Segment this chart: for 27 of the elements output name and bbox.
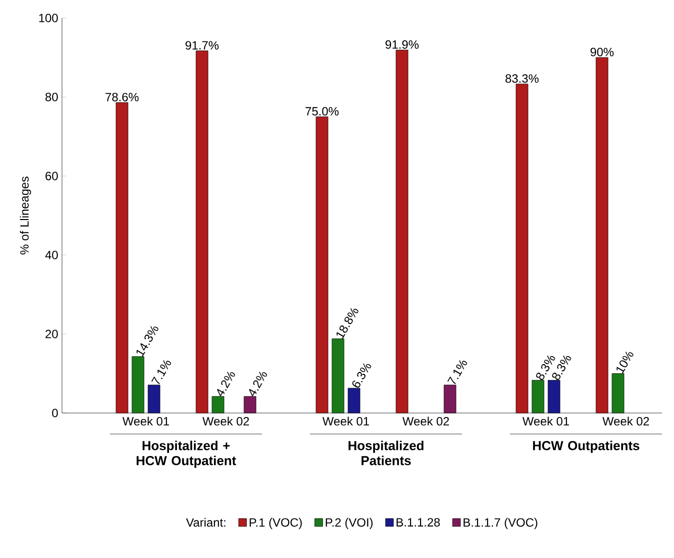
y-tick-label: 40 [45, 250, 58, 260]
data-label: 90% [590, 48, 614, 56]
data-label: 91.7% [186, 41, 219, 50]
x-tick-label: Week 02 [402, 416, 449, 426]
x-tick-label: Week 01 [522, 416, 569, 426]
x-tick-label: Week 02 [202, 416, 249, 426]
legend-label: B.1.1.28 [396, 518, 440, 527]
data-label: 83.3% [506, 74, 539, 83]
y-tick-label: 80 [45, 92, 58, 102]
text: HCW Outpatients [533, 440, 640, 453]
x-tick-label: Week 01 [122, 416, 169, 426]
legend-label: P.1 (VOC) [250, 518, 302, 530]
y-tick-label: 0 [52, 408, 58, 418]
data-label: 91.9% [386, 40, 419, 49]
legend-title: Variant: [186, 518, 226, 527]
data-label: 78.6% [106, 92, 139, 102]
text: Hospitalized Patients [348, 440, 424, 466]
x-tick-label: Week 01 [322, 416, 369, 426]
y-tick-label: 100 [39, 14, 58, 22]
text: Hospitalized + HCW Outpatient [136, 440, 236, 468]
y-tick-label: 60 [46, 172, 58, 180]
legend-label: P.2 (VOI) [326, 518, 373, 530]
x-tick-label: Week 02 [602, 416, 649, 426]
y-tick-label: 20 [46, 330, 58, 338]
y-axis-title: % of Llineages [20, 176, 32, 254]
legend-label: B.1.1.7 (VOC) [464, 518, 538, 530]
data-label: 75.0% [306, 107, 339, 116]
